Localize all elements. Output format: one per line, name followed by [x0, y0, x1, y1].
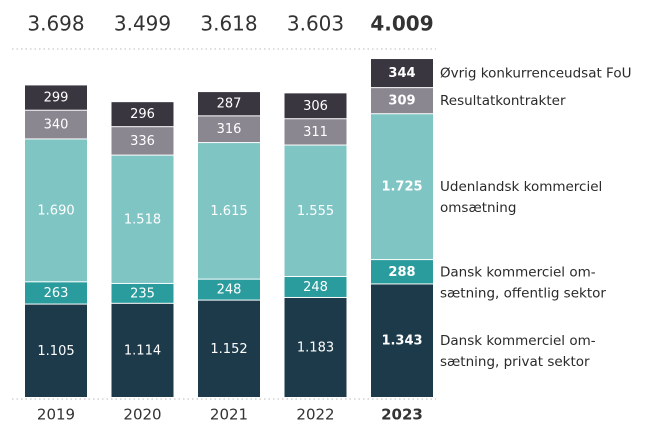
category-label: 2021	[210, 406, 248, 424]
total-label: 3.698	[27, 12, 84, 36]
legend-label: Dansk kommerciel om-sætning, offentlig s…	[440, 264, 606, 301]
bar-segment	[111, 127, 174, 155]
legend-label: Øvrig konkurrenceudsat FoU	[440, 66, 632, 82]
legend-line: Dansk kommerciel om-	[440, 264, 596, 280]
legend-label: Udenlandsk kommerciel omsætning	[440, 179, 602, 216]
bar-segment	[25, 110, 87, 139]
bar-segment	[111, 102, 174, 127]
bar-segment	[284, 145, 347, 277]
segment-label: 340	[44, 118, 69, 133]
bar-segment	[371, 260, 433, 284]
segment-label: 344	[388, 66, 415, 81]
category-label: 2020	[123, 406, 161, 424]
bar-segment	[198, 279, 260, 300]
bar-segment	[371, 59, 433, 88]
segment-label: 263	[44, 286, 69, 301]
segment-label: 316	[217, 122, 242, 137]
legend-line: Dansk kommerciel om-	[440, 333, 596, 349]
bar-segment	[198, 300, 260, 397]
legend-line: sætning, privat sektor	[440, 354, 590, 370]
bar-segment	[371, 284, 433, 397]
total-label: 3.499	[114, 12, 171, 36]
bar-segment	[371, 114, 433, 260]
legend-label: Resultatkontrakter	[440, 93, 566, 109]
segment-label: 1.555	[297, 204, 334, 219]
total-label: 3.603	[287, 12, 344, 36]
bar-segment	[284, 93, 347, 119]
segment-label: 1.114	[124, 343, 161, 358]
segment-label: 336	[130, 134, 155, 149]
bar-segment	[284, 297, 347, 397]
bar-segment	[111, 303, 174, 397]
category-label: 2023	[381, 406, 423, 424]
category-label: 2019	[37, 406, 75, 424]
bar-segment	[25, 304, 87, 397]
segment-label: 288	[388, 265, 415, 280]
segment-label: 1.152	[210, 342, 247, 357]
bar-segment	[371, 88, 433, 114]
segment-label: 235	[130, 286, 155, 301]
segment-label: 311	[303, 125, 328, 140]
total-label: 4.009	[370, 12, 433, 36]
segment-label: 1.690	[37, 203, 74, 218]
bar-segment	[25, 282, 87, 304]
legend-line: sætning, offentlig sektor	[440, 285, 606, 301]
segment-label: 299	[44, 91, 69, 106]
legend-line: omsætning	[440, 200, 516, 216]
segment-label: 1.725	[381, 180, 422, 195]
segment-label: 248	[303, 280, 328, 295]
bar-segment	[284, 119, 347, 145]
segment-label: 1.343	[381, 334, 422, 349]
segment-label: 1.518	[124, 212, 161, 227]
legend-line: Øvrig konkurrenceudsat FoU	[440, 66, 632, 82]
bar-segment	[25, 85, 87, 110]
legend-line: Udenlandsk kommerciel	[440, 179, 602, 195]
segment-label: 1.615	[210, 204, 247, 219]
legend-label: Dansk kommerciel om-sætning, privat sekt…	[440, 333, 596, 370]
segment-label: 306	[303, 99, 328, 114]
category-label: 2022	[296, 406, 334, 424]
segment-label: 248	[217, 283, 242, 298]
total-label: 3.618	[200, 12, 257, 36]
legend-line: Resultatkontrakter	[440, 93, 566, 109]
segment-label: 309	[388, 94, 415, 109]
bar-segment	[25, 139, 87, 282]
bar-segment	[111, 283, 174, 303]
bar-segment	[198, 92, 260, 116]
segment-label: 287	[217, 97, 242, 112]
segment-label: 1.105	[37, 344, 74, 359]
bar-segment	[198, 116, 260, 143]
bar-segment	[198, 143, 260, 279]
segment-label: 296	[130, 107, 155, 122]
bar-segment	[111, 155, 174, 283]
bar-segment	[284, 277, 347, 297]
segment-label: 1.183	[297, 340, 334, 355]
